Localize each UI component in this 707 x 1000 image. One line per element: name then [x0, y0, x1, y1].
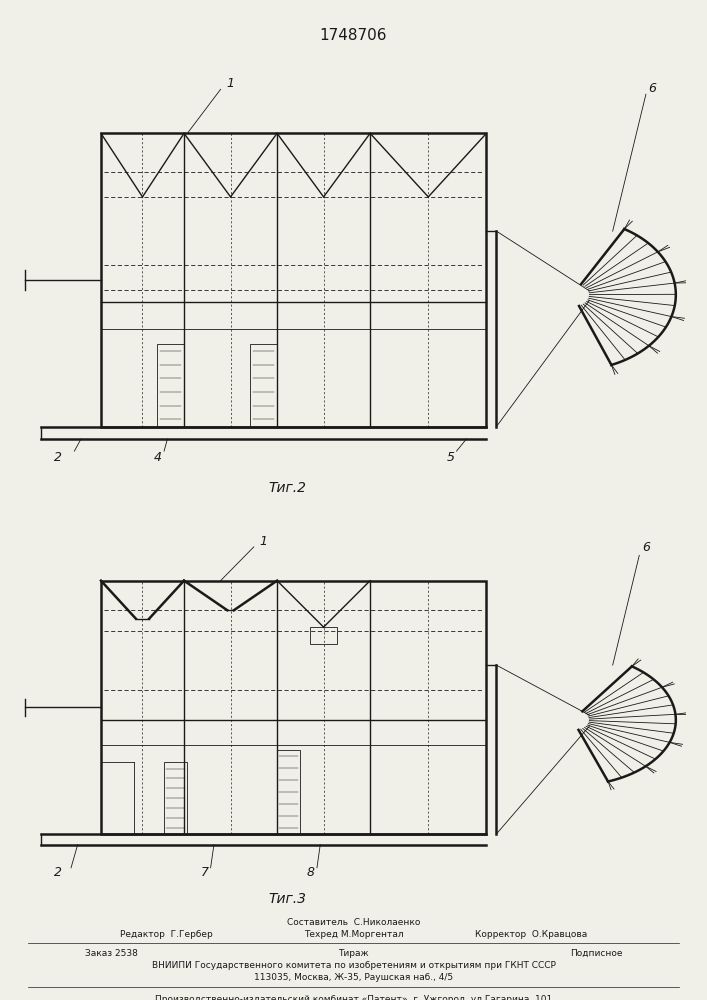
Text: Тираж: Тираж: [338, 949, 369, 958]
Text: Подписное: Подписное: [570, 949, 622, 958]
Text: Корректор  О.Кравцова: Корректор О.Кравцова: [474, 930, 587, 939]
Text: 6: 6: [648, 82, 657, 95]
Text: Составитель  С.Николаенко: Составитель С.Николаенко: [287, 918, 420, 927]
Bar: [101, 133, 486, 427]
Text: 2: 2: [54, 866, 62, 879]
Text: 2: 2: [54, 451, 62, 464]
Text: Производственно-издательский комбинат «Патент», г. Ужгород, ул.Гагарина, 101: Производственно-издательский комбинат «П…: [155, 995, 552, 1000]
Text: 7: 7: [201, 866, 209, 879]
Text: Заказ 2538: Заказ 2538: [85, 949, 138, 958]
Text: 1748706: 1748706: [320, 28, 387, 43]
Text: ВНИИПИ Государственного комитета по изобретениям и открытиям при ГКНТ СССР: ВНИИПИ Государственного комитета по изоб…: [151, 961, 556, 970]
Text: 1: 1: [226, 77, 235, 90]
Bar: [101, 581, 486, 834]
Text: 8: 8: [307, 866, 315, 879]
Text: 113035, Москва, Ж-35, Раушская наб., 4/5: 113035, Москва, Ж-35, Раушская наб., 4/5: [254, 973, 453, 982]
Text: 4: 4: [154, 451, 162, 464]
Text: 6: 6: [642, 541, 650, 554]
Text: 1: 1: [259, 535, 268, 548]
Text: 5: 5: [447, 451, 455, 464]
Text: Τиг.3: Τиг.3: [268, 892, 306, 906]
Text: Редактор  Г.Гербер: Редактор Г.Гербер: [120, 930, 213, 939]
Text: Техред М.Моргентал: Техред М.Моргентал: [304, 930, 403, 939]
Text: Τиг.2: Τиг.2: [268, 481, 306, 495]
Bar: [310, 627, 337, 644]
